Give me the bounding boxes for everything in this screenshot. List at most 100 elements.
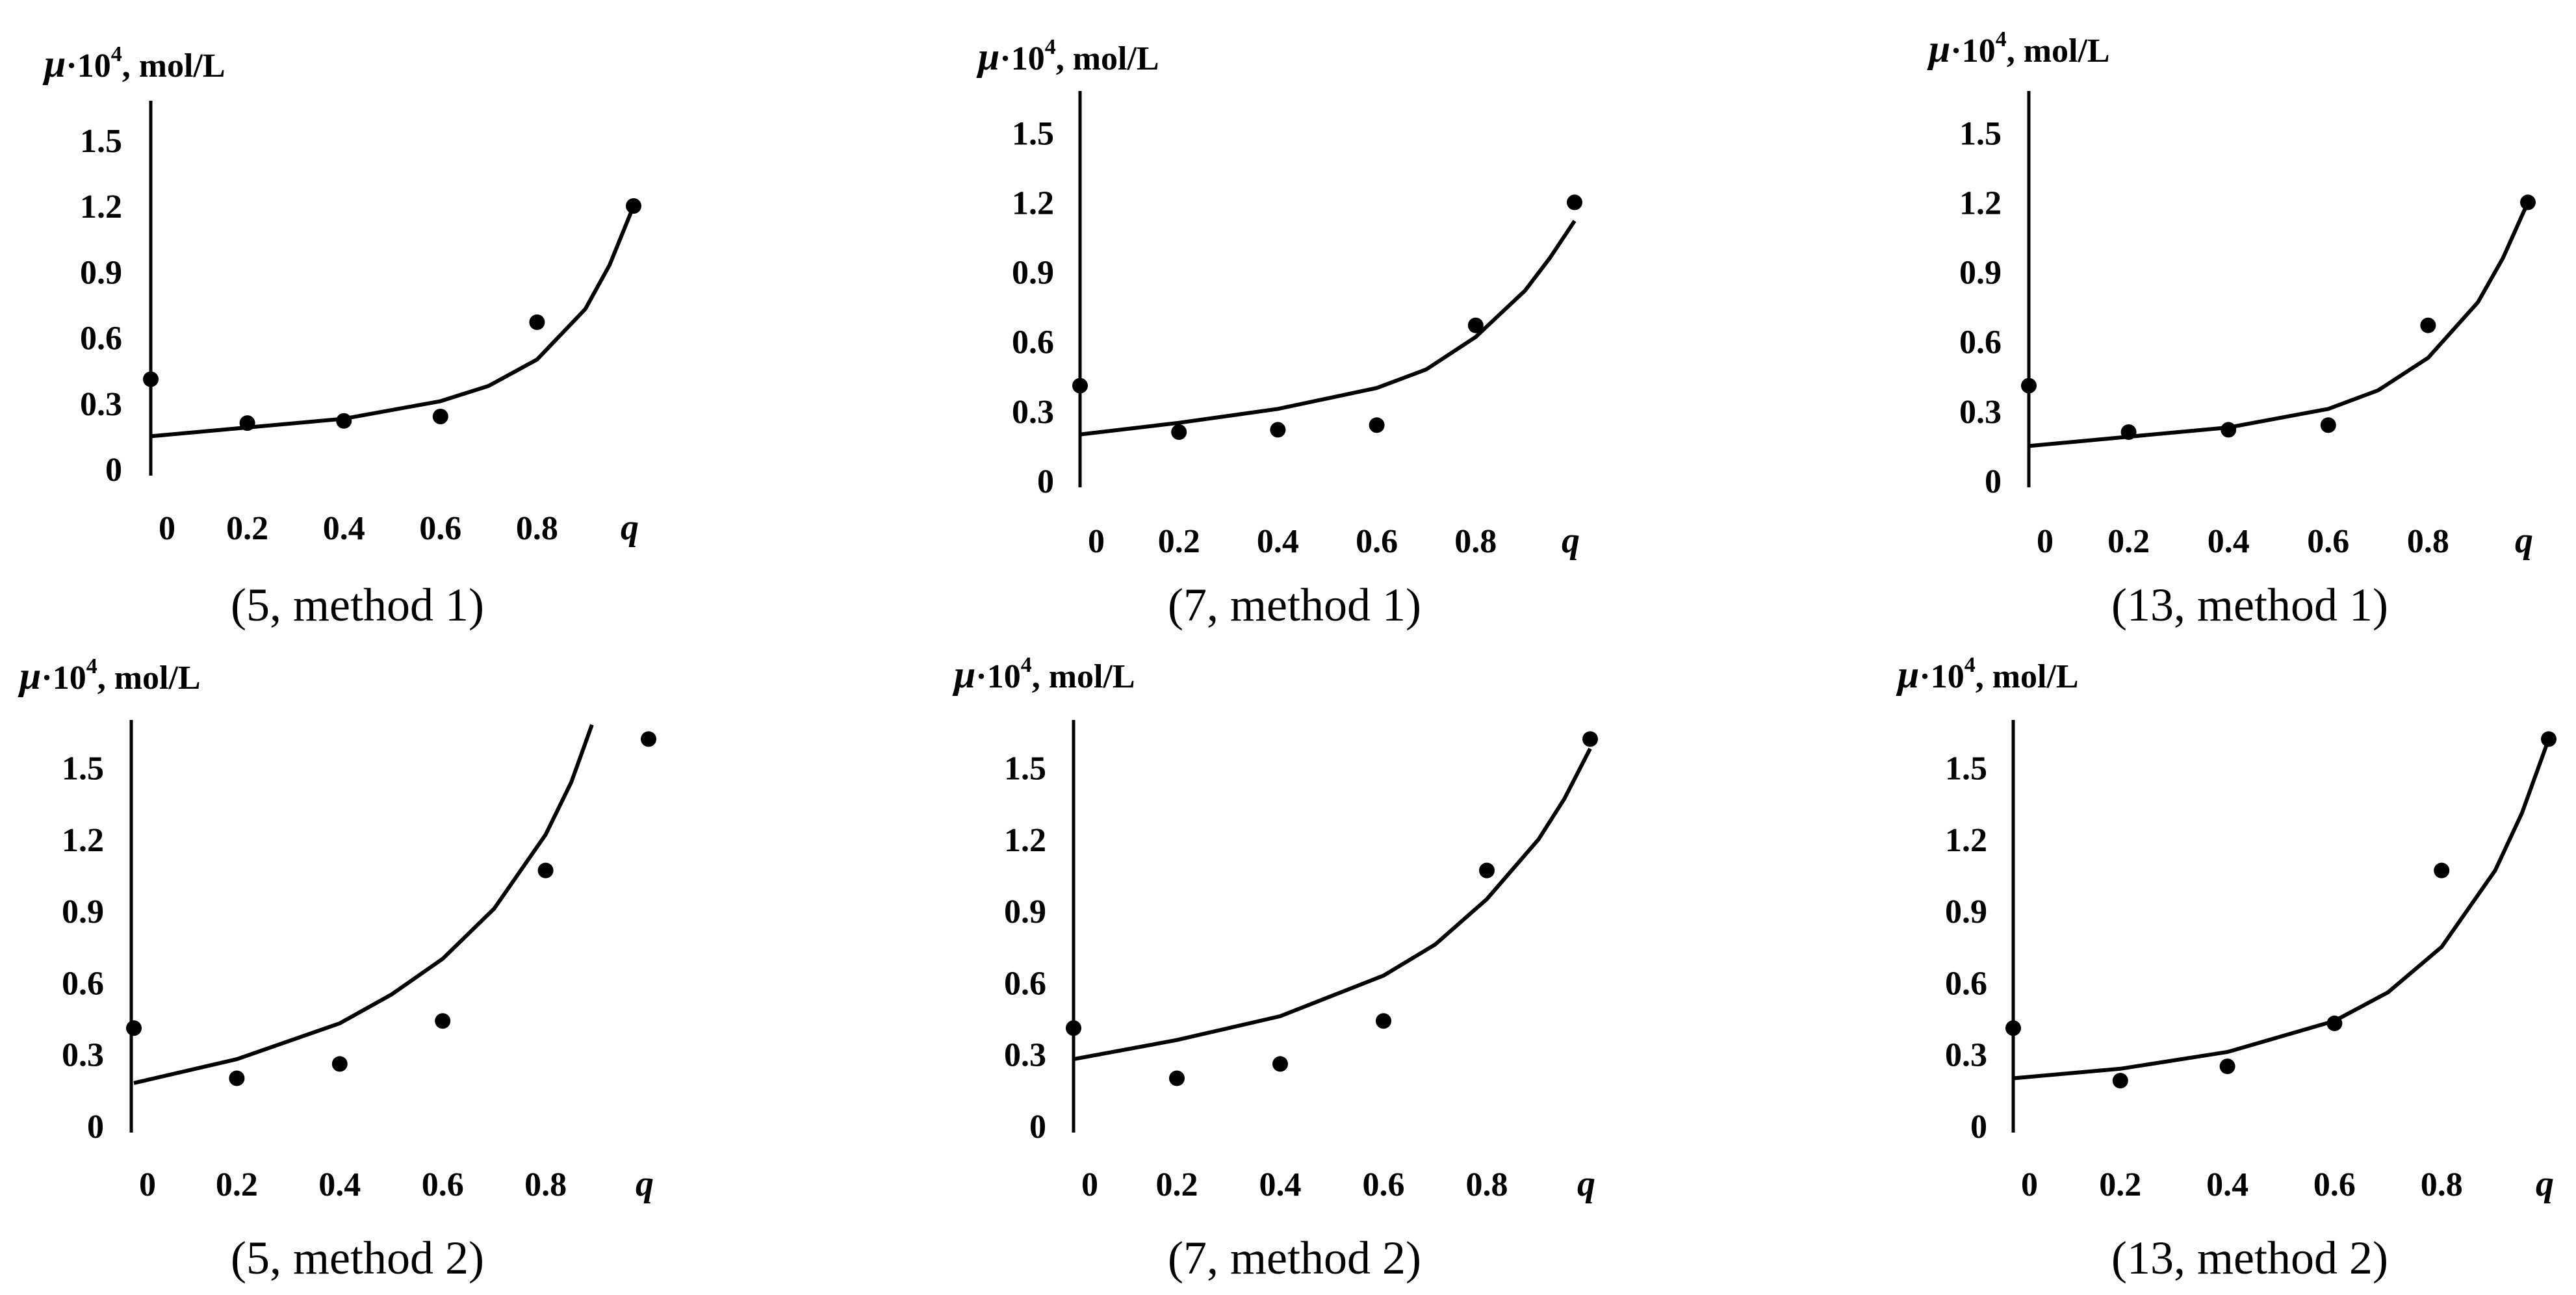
data-point bbox=[1171, 424, 1187, 440]
panel-caption: (13, method 2) bbox=[2111, 1232, 2388, 1284]
panel-caption: (5, method 1) bbox=[231, 579, 484, 631]
y-tick-label: 0 bbox=[1985, 463, 2002, 500]
y-tick-label: 0.3 bbox=[1959, 394, 2002, 431]
data-point bbox=[432, 409, 448, 424]
x-tick-label: 0.4 bbox=[2208, 523, 2250, 560]
data-point bbox=[1169, 1070, 1185, 1086]
x-tick-label: 0.2 bbox=[216, 1166, 258, 1203]
x-tick-label: 0 bbox=[2037, 523, 2054, 560]
y-tick-label: 0.6 bbox=[1012, 324, 1054, 361]
data-point bbox=[1567, 194, 1582, 211]
y-axis-label: μ·104, mol/L bbox=[18, 654, 201, 697]
x-tick-label: 0.2 bbox=[1158, 523, 1200, 560]
y-tick-label: 1.5 bbox=[62, 750, 104, 788]
data-point bbox=[1376, 1013, 1391, 1029]
y-tick-label: 0.3 bbox=[1012, 394, 1054, 431]
x-tick-label: 0.4 bbox=[1259, 1166, 1302, 1203]
chart-panel-3: 0 0.3 0.6 0.9 1.2 1.5 0 0.2 0.4 0.6 0.8 q μ·104, mol… bbox=[1927, 27, 2536, 631]
y-tick-label: 0.9 bbox=[80, 254, 122, 291]
y-axis-label: μ·104, mol/L bbox=[952, 653, 1135, 696]
x-tick-label: 0.6 bbox=[2313, 1166, 2356, 1203]
y-tick-label: 0 bbox=[105, 452, 122, 489]
data-point bbox=[126, 1020, 142, 1036]
panel-caption: (7, method 1) bbox=[1168, 579, 1421, 631]
y-tick-label: 0 bbox=[1970, 1109, 1987, 1146]
data-point bbox=[1582, 731, 1598, 747]
chart-panel-6: 0 0.3 0.6 0.9 1.2 1.5 0 0.2 0.4 0.6 0.8 q μ·104, mol… bbox=[1896, 653, 2557, 1284]
y-tick-label: 0.9 bbox=[1012, 255, 1054, 292]
data-point bbox=[2120, 424, 2137, 440]
x-tick-label: 0.4 bbox=[318, 1166, 361, 1203]
y-tick-label: 0.9 bbox=[1004, 893, 1046, 930]
y-tick-label: 0 bbox=[87, 1109, 104, 1146]
data-point bbox=[239, 415, 255, 431]
x-axis-label: q bbox=[1562, 520, 1580, 561]
y-tick-label: 0.9 bbox=[1959, 255, 2002, 292]
data-point bbox=[143, 371, 159, 387]
x-tick-label: 0.6 bbox=[1356, 523, 1398, 560]
x-tick-label: 0.4 bbox=[1257, 523, 1299, 560]
data-point bbox=[1270, 422, 1286, 438]
y-tick-label: 1.5 bbox=[80, 123, 122, 160]
x-axis-label: q bbox=[621, 507, 639, 548]
data-point bbox=[641, 731, 656, 747]
data-point bbox=[626, 198, 641, 214]
x-axis-label: q bbox=[636, 1164, 654, 1204]
y-tick-label: 0.6 bbox=[1945, 965, 1987, 1002]
y-tick-label: 1.2 bbox=[62, 822, 104, 859]
y-tick-label: 0.3 bbox=[1004, 1037, 1046, 1074]
data-point bbox=[435, 1013, 451, 1029]
y-tick-label: 0 bbox=[1029, 1109, 1046, 1146]
y-tick-label: 1.2 bbox=[1959, 185, 2002, 222]
data-point bbox=[2420, 317, 2436, 333]
data-point bbox=[2021, 378, 2037, 394]
y-axis-label: μ·104, mol/L bbox=[1896, 653, 2079, 696]
fit-curve bbox=[150, 205, 636, 439]
fit-curve bbox=[1079, 220, 1577, 437]
data-point bbox=[2434, 862, 2450, 878]
y-tick-label: 0.9 bbox=[62, 893, 104, 930]
x-tick-label: 0 bbox=[1088, 523, 1105, 560]
x-axis-label: q bbox=[2536, 1164, 2554, 1204]
x-tick-label: 0.6 bbox=[422, 1166, 464, 1203]
data-point bbox=[2520, 194, 2536, 211]
x-tick-label: 0.8 bbox=[1466, 1166, 1508, 1203]
y-tick-label: 0.3 bbox=[62, 1037, 104, 1074]
y-axis-label: μ·104, mol/L bbox=[1927, 27, 2110, 70]
y-tick-label: 1.5 bbox=[1012, 115, 1054, 152]
panel-caption: (5, method 2) bbox=[231, 1232, 484, 1284]
data-point bbox=[2005, 1020, 2021, 1036]
y-tick-label: 1.5 bbox=[1945, 750, 1987, 788]
y-tick-label: 1.2 bbox=[80, 188, 122, 225]
data-point bbox=[1072, 378, 1088, 394]
x-tick-label: 0.2 bbox=[2099, 1166, 2141, 1203]
x-tick-label: 0 bbox=[2021, 1166, 2038, 1203]
x-tick-label: 0.4 bbox=[2206, 1166, 2248, 1203]
data-point bbox=[529, 314, 545, 330]
data-point bbox=[537, 862, 554, 878]
data-point bbox=[1369, 417, 1385, 433]
data-point bbox=[1272, 1056, 1288, 1072]
x-tick-label: 0 bbox=[139, 1166, 156, 1203]
x-tick-label: 0.2 bbox=[2107, 523, 2150, 560]
y-tick-label: 0.3 bbox=[1945, 1037, 1987, 1074]
fit-curve bbox=[133, 724, 594, 1085]
x-tick-label: 0.8 bbox=[2407, 523, 2449, 560]
chart-panel-1: 0 0.3 0.6 0.9 1.2 1.5 0 0.2 0.4 0.6 0.8 q μ·104, mol… bbox=[42, 42, 641, 631]
fit-curve bbox=[1073, 747, 1592, 1062]
panel-caption: (13, method 1) bbox=[2111, 579, 2388, 631]
x-axis-label: q bbox=[1577, 1164, 1595, 1204]
y-tick-label: 0.9 bbox=[1945, 893, 1987, 930]
y-tick-label: 1.2 bbox=[1012, 185, 1054, 222]
data-point bbox=[2320, 417, 2336, 433]
x-tick-label: 0.6 bbox=[419, 510, 461, 547]
y-tick-label: 1.2 bbox=[1004, 822, 1046, 859]
y-axis-label: μ·104, mol/L bbox=[42, 42, 225, 85]
y-tick-label: 0.6 bbox=[62, 965, 104, 1002]
chart-panel-4: 0 0.3 0.6 0.9 1.2 1.5 0 0.2 0.4 0.6 0.8 q μ·104, mol… bbox=[18, 654, 656, 1284]
data-point bbox=[331, 1056, 348, 1072]
y-tick-label: 0.6 bbox=[1959, 324, 2002, 361]
x-tick-label: 0.6 bbox=[2307, 523, 2349, 560]
data-point bbox=[1467, 317, 1484, 333]
